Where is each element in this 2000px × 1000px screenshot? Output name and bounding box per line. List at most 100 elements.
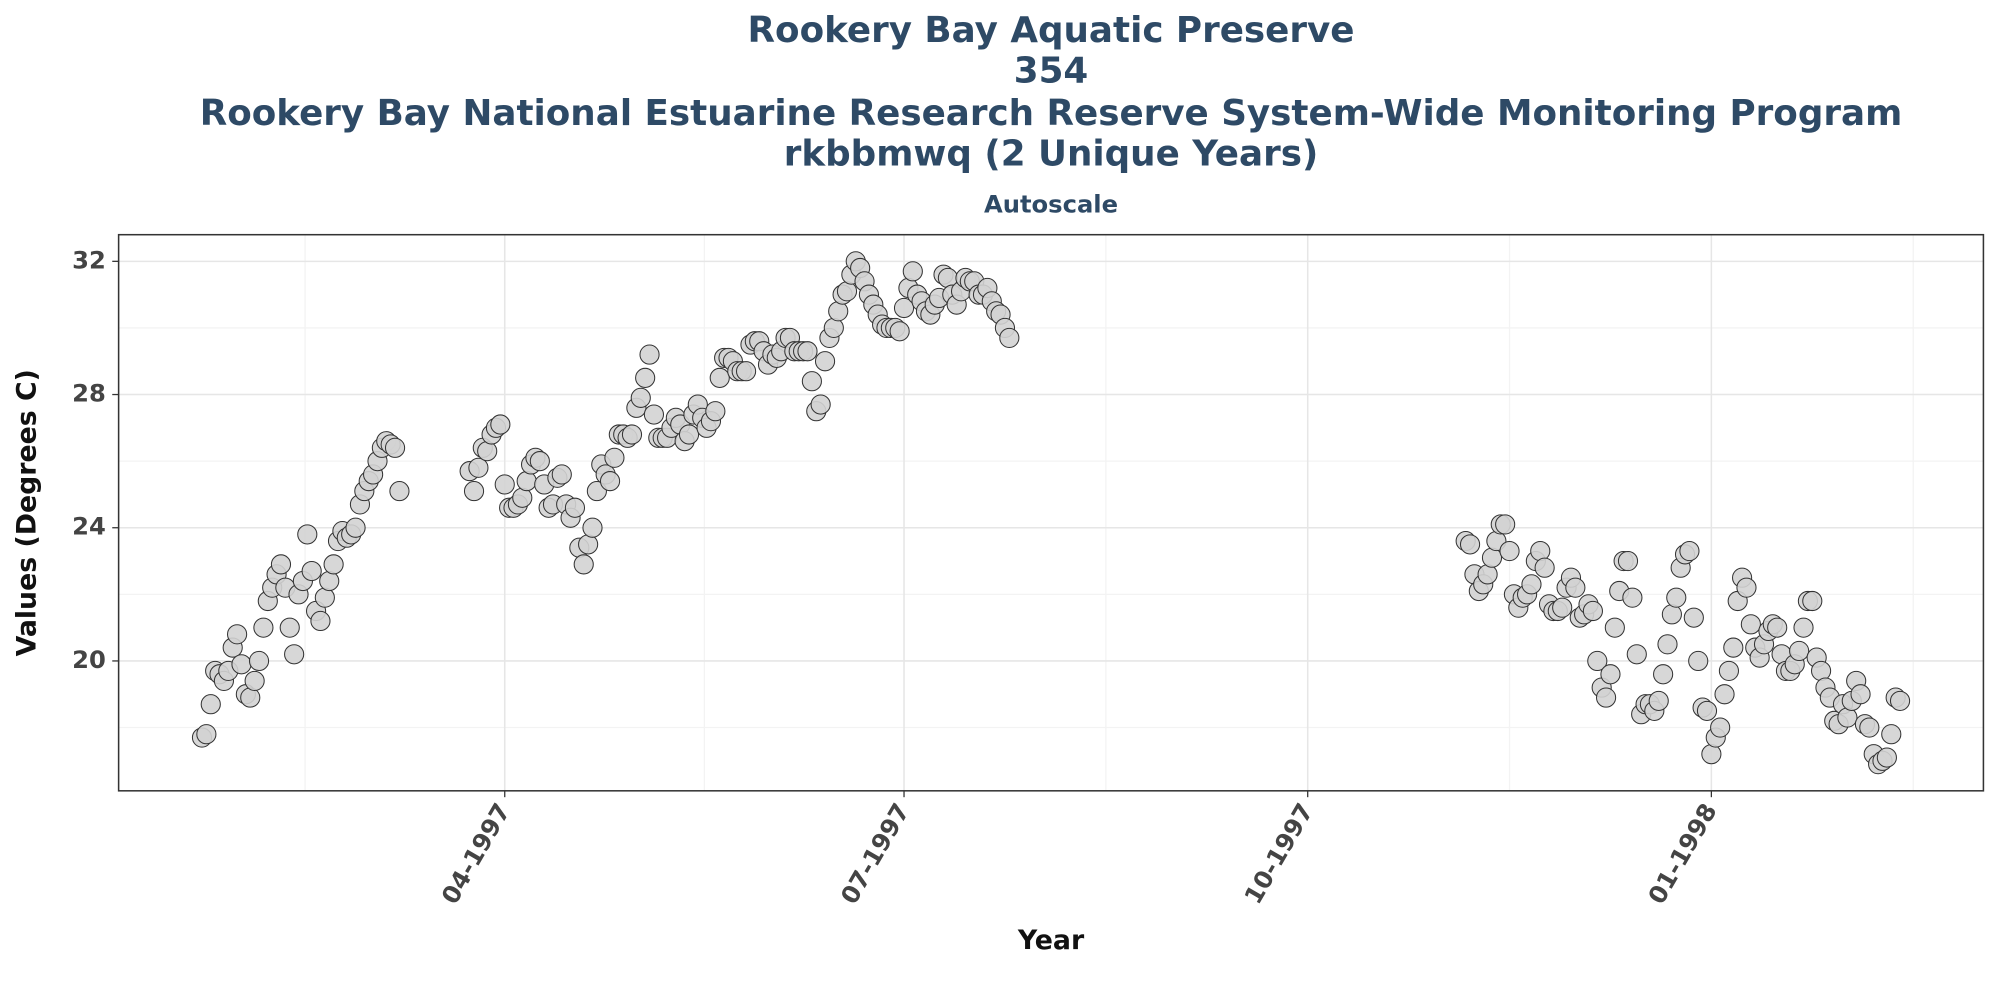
point bbox=[1683, 607, 1704, 628]
point bbox=[1736, 577, 1757, 598]
point bbox=[635, 367, 656, 388]
point bbox=[512, 487, 533, 508]
point bbox=[1626, 644, 1647, 665]
point bbox=[1793, 617, 1814, 638]
point bbox=[270, 554, 292, 575]
point bbox=[1740, 614, 1761, 635]
point bbox=[284, 644, 305, 665]
point bbox=[494, 474, 515, 495]
point bbox=[1587, 650, 1608, 672]
point bbox=[1653, 664, 1674, 685]
point bbox=[244, 670, 265, 692]
point bbox=[384, 437, 406, 458]
point bbox=[1710, 717, 1731, 738]
point bbox=[709, 367, 730, 388]
point bbox=[1666, 587, 1687, 608]
point bbox=[1495, 514, 1516, 535]
point bbox=[297, 524, 318, 545]
point bbox=[1617, 550, 1639, 572]
point bbox=[200, 694, 221, 715]
point bbox=[1661, 604, 1682, 625]
x-axis-title: Year bbox=[1017, 925, 1085, 956]
point bbox=[1688, 650, 1709, 672]
chart-title: Rookery Bay Aquatic Preserve bbox=[748, 10, 1355, 51]
point bbox=[196, 724, 217, 745]
point bbox=[573, 554, 594, 575]
point bbox=[1859, 717, 1880, 738]
point bbox=[735, 361, 757, 382]
point bbox=[463, 481, 485, 502]
y-axis-title: Values (Degrees C) bbox=[12, 369, 43, 656]
point bbox=[253, 617, 274, 638]
point bbox=[836, 281, 858, 302]
point bbox=[1767, 617, 1788, 638]
point bbox=[902, 261, 923, 282]
point bbox=[823, 317, 844, 339]
point bbox=[1701, 744, 1722, 765]
y-tick-label: 20 bbox=[72, 646, 106, 674]
point bbox=[1714, 684, 1735, 705]
point bbox=[1648, 690, 1669, 711]
y-tick-label: 32 bbox=[72, 246, 106, 274]
point bbox=[630, 387, 651, 408]
point bbox=[279, 617, 300, 638]
point bbox=[1459, 534, 1481, 555]
y-tick-label: 28 bbox=[72, 380, 106, 408]
point bbox=[801, 371, 822, 392]
point bbox=[1582, 600, 1603, 622]
point bbox=[1810, 660, 1832, 682]
point bbox=[468, 457, 489, 478]
point bbox=[1622, 587, 1643, 608]
point bbox=[578, 534, 599, 555]
point bbox=[1657, 634, 1678, 655]
point bbox=[1534, 557, 1555, 578]
point bbox=[893, 297, 915, 319]
point bbox=[529, 451, 550, 472]
point bbox=[301, 560, 322, 582]
point bbox=[389, 481, 410, 502]
point bbox=[599, 471, 621, 492]
point bbox=[1696, 700, 1718, 721]
point bbox=[551, 464, 572, 485]
point bbox=[1850, 684, 1871, 705]
point bbox=[490, 414, 511, 435]
point bbox=[516, 471, 537, 492]
y-tick-label: 24 bbox=[72, 513, 106, 541]
point bbox=[582, 517, 603, 538]
point bbox=[999, 327, 1020, 349]
point bbox=[248, 650, 270, 672]
point bbox=[231, 654, 252, 675]
point bbox=[1604, 617, 1625, 638]
point bbox=[1837, 707, 1858, 728]
point bbox=[1477, 564, 1498, 585]
point bbox=[643, 404, 665, 425]
chart-subtitle: Autoscale bbox=[984, 190, 1118, 218]
chart-title: Rookery Bay National Estuarine Research … bbox=[200, 93, 1903, 134]
point bbox=[1889, 690, 1911, 711]
point bbox=[1876, 747, 1897, 768]
point bbox=[1723, 637, 1744, 658]
point bbox=[319, 570, 340, 592]
point bbox=[345, 517, 366, 538]
point bbox=[1679, 540, 1700, 562]
point bbox=[227, 624, 248, 645]
point bbox=[678, 424, 700, 445]
point bbox=[1718, 660, 1740, 682]
point bbox=[1481, 547, 1503, 568]
point bbox=[604, 447, 625, 468]
point bbox=[814, 351, 836, 372]
point bbox=[1595, 687, 1617, 708]
point bbox=[1499, 540, 1520, 562]
point bbox=[1881, 724, 1902, 745]
point bbox=[1521, 574, 1542, 595]
point bbox=[621, 424, 643, 445]
point bbox=[477, 441, 498, 462]
point bbox=[1789, 640, 1810, 662]
point bbox=[323, 554, 344, 575]
point bbox=[889, 321, 910, 342]
point bbox=[564, 497, 586, 518]
point bbox=[310, 610, 331, 632]
